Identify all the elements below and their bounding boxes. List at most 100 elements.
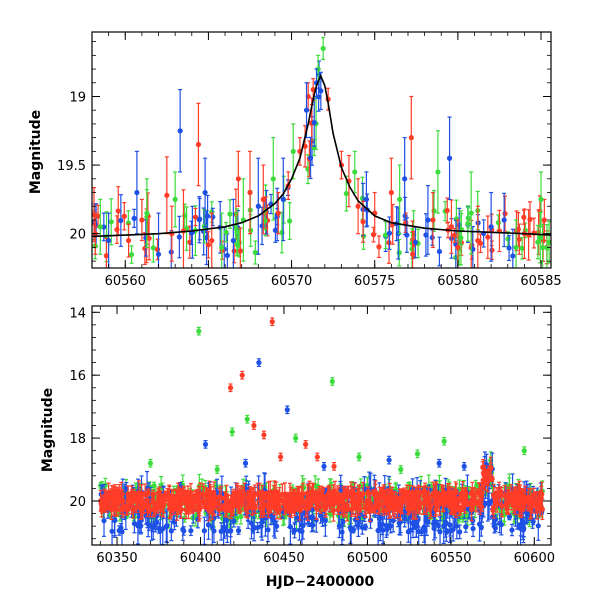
bottom-data-point: [380, 528, 385, 533]
bottom-data-point: [250, 527, 255, 532]
bottom-data-point: [132, 521, 137, 526]
y-tick-label: 19.5: [57, 159, 86, 174]
bottom-data-point: [521, 527, 526, 532]
top-data-point: [387, 231, 392, 236]
bottom-data-point: [236, 528, 241, 533]
top-data-point: [235, 243, 240, 248]
top-data-point: [291, 149, 296, 154]
bottom-data-point: [351, 527, 356, 532]
top-data-point: [502, 217, 507, 222]
top-data-point: [134, 190, 139, 195]
y-tick-label: 19: [69, 90, 86, 105]
top-data-point: [248, 228, 253, 233]
bottom-data-point: [238, 514, 243, 519]
top-data-point: [223, 230, 228, 235]
bottom-data-point: [422, 528, 427, 533]
bottom-data-point: [340, 519, 345, 524]
top-data-point: [506, 245, 511, 250]
x-tick-label: 60585: [520, 274, 561, 289]
bottom-data-point: [477, 522, 482, 527]
bottom-data-point: [164, 524, 169, 529]
bottom-data-point: [531, 519, 536, 524]
top-data-point: [413, 240, 418, 245]
top-data-point: [129, 252, 134, 257]
bottom-data-point: [437, 529, 442, 534]
top-data-point: [271, 176, 276, 181]
top-data-point: [98, 224, 103, 229]
top-data-point: [510, 253, 515, 258]
top-data-point: [232, 248, 237, 253]
top-data-point: [312, 120, 317, 125]
top-data-point: [502, 211, 507, 216]
top-data-point: [287, 218, 292, 223]
top-data-point: [281, 197, 286, 202]
top-data-point: [109, 219, 114, 224]
bottom-data-point: [231, 519, 236, 524]
top-data-point: [409, 135, 414, 140]
top-data-point: [231, 238, 236, 243]
bottom-data-point: [448, 528, 453, 533]
bottom-data-point: [454, 523, 459, 528]
bottom-data-point: [318, 513, 323, 518]
top-data-point: [116, 208, 121, 213]
top-data-point: [455, 245, 460, 250]
top-data-point: [364, 197, 369, 202]
plot-area: [98, 318, 545, 549]
top-data-point: [475, 238, 480, 243]
x-tick-label: 60565: [188, 274, 229, 289]
y-tick-label: 20: [69, 228, 86, 243]
bottom-data-point: [499, 522, 504, 527]
bottom-data-point: [493, 525, 498, 530]
top-data-point: [202, 190, 207, 195]
top-data-point: [538, 235, 543, 240]
top-data-point: [106, 238, 111, 243]
bottom-data-point: [291, 529, 296, 534]
bottom-data-point: [109, 529, 114, 534]
top-data-point: [425, 217, 430, 222]
top-data-point: [126, 238, 131, 243]
top-data-point: [304, 108, 309, 113]
top-data-point: [430, 217, 435, 222]
bottom-data-point: [470, 526, 475, 531]
bottom-data-point: [380, 522, 385, 527]
bottom-data-point: [202, 528, 207, 533]
top-data-point: [139, 217, 144, 222]
bottom-data-point: [402, 516, 407, 521]
bottom-data-point: [146, 521, 151, 526]
top-data-point: [156, 252, 161, 257]
bottom-data-point: [151, 524, 156, 529]
top-data-point: [397, 250, 402, 255]
bottom-data-point: [259, 524, 264, 529]
bottom-data-point: [222, 525, 227, 530]
bottom-data-point: [517, 524, 522, 529]
top-data-point: [344, 191, 349, 196]
top-data-point: [164, 193, 169, 198]
bottom-data-point: [210, 524, 215, 529]
top-data-point: [173, 197, 178, 202]
top-data-point: [209, 238, 214, 243]
top-data-point: [538, 197, 543, 202]
top-data-point: [197, 217, 202, 222]
bottom-data-point: [444, 521, 449, 526]
bottom-data-point: [265, 527, 270, 532]
top-data-point: [410, 252, 415, 257]
bottom-data-point: [272, 520, 277, 525]
top-data-point: [544, 245, 549, 250]
bottom-data-point: [299, 529, 304, 534]
top-data-point: [447, 156, 452, 161]
top-data-point: [360, 219, 365, 224]
top-data-point: [489, 224, 494, 229]
top-data-point: [227, 211, 232, 216]
top-data-point: [219, 245, 224, 250]
bottom-data-point: [457, 529, 462, 534]
top-data-point: [445, 208, 450, 213]
top-data-point: [542, 217, 547, 222]
top-data-point: [206, 242, 211, 247]
top-data-point: [397, 197, 402, 202]
top-data-point: [261, 197, 266, 202]
top-data-point: [144, 211, 149, 216]
bottom-data-point: [536, 523, 541, 528]
bottom-data-point: [188, 528, 193, 533]
